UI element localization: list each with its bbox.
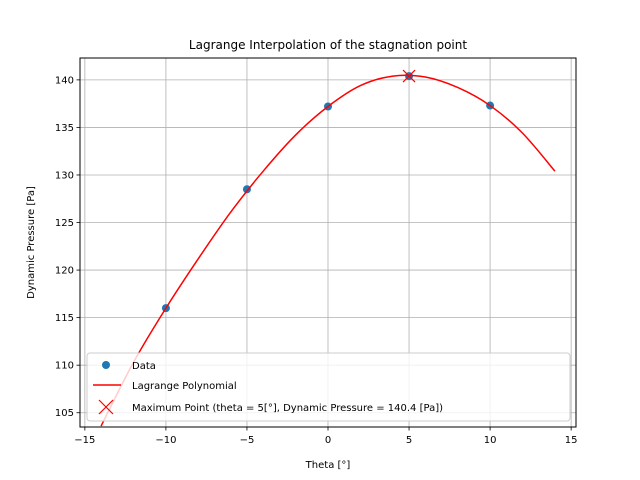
ticks: −15 −10 −5 0 5 10 15 105 110 115 120 125 130 135 140 <box>55 75 578 446</box>
y-tick-label: 135 <box>55 123 74 134</box>
y-tick-label: 110 <box>55 361 74 372</box>
legend-max-swatch <box>98 399 114 415</box>
data-point <box>242 185 251 194</box>
legend-label-data: Data <box>132 361 156 372</box>
legend: Data Lagrange Polynomial Maximum Point (th… <box>86 352 571 422</box>
legend-label-polynomial: Lagrange Polynomial <box>132 381 237 392</box>
x-tick-label: 0 <box>325 435 331 446</box>
x-tick-label: 15 <box>565 435 578 446</box>
x-axis-title: Theta [°] <box>305 460 351 471</box>
legend-max-stroke <box>98 399 114 415</box>
plot-area <box>100 69 556 427</box>
legend-label-maximum: Maximum Point (theta = 5[°], Dynamic Pre… <box>132 403 443 414</box>
y-tick-label: 115 <box>55 313 74 324</box>
y-tick-label: 130 <box>55 170 74 181</box>
x-tick-label: −10 <box>155 435 176 446</box>
lagrange-polynomial-line <box>100 74 556 427</box>
maximum-point-stroke <box>402 69 416 83</box>
x-tick-label: −5 <box>240 435 255 446</box>
legend-box <box>86 352 571 422</box>
x-tick-label: 10 <box>484 435 497 446</box>
y-tick-label: 125 <box>55 218 74 229</box>
maximum-point-marker <box>402 69 416 83</box>
legend-data-swatch <box>102 361 110 369</box>
y-tick-label: 105 <box>55 408 74 419</box>
y-tick-label: 140 <box>55 75 74 86</box>
y-tick-label: 120 <box>55 266 74 277</box>
chart-title: Lagrange Interpolation of the stagnation… <box>189 38 467 52</box>
x-tick-label: −15 <box>74 435 95 446</box>
x-tick-label: 5 <box>406 435 412 446</box>
y-axis-title: Dynamic Pressure [Pa] <box>26 186 37 299</box>
